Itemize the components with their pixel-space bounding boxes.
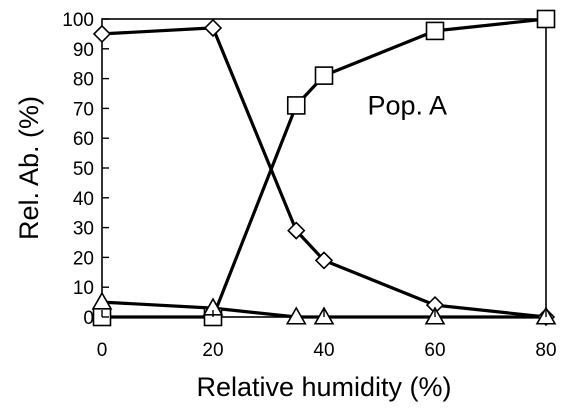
- x-axis-ticks: 0 20 40 60 80: [97, 310, 557, 361]
- square-point: [314, 66, 334, 85]
- y-tick-label: 20: [73, 248, 94, 269]
- y-tick-label: 70: [73, 99, 94, 120]
- y-axis-ticks: 0 10 20 30 40 50 60 70 80 90 100: [62, 10, 109, 329]
- triangle-series-line: [101, 300, 546, 319]
- x-tick-label: 80: [535, 340, 556, 361]
- diamond-point: [314, 251, 334, 270]
- y-tick-label: 80: [73, 70, 94, 91]
- y-tick-label: 100: [62, 10, 94, 31]
- y-tick-label: 40: [73, 189, 94, 210]
- y-tick-label: 10: [73, 278, 94, 299]
- plot-frame: [101, 18, 547, 318]
- diamond-point: [203, 18, 223, 38]
- y-tick-label: 50: [73, 159, 94, 180]
- diamond-point: [92, 24, 112, 44]
- square-point: [425, 21, 445, 41]
- y-axis-title: Rel. Ab. (%): [14, 96, 44, 240]
- series-layer: [101, 17, 547, 319]
- x-tick-label: 40: [313, 340, 334, 361]
- x-axis-title: Relative humidity (%): [196, 372, 451, 402]
- diamond-point: [287, 221, 306, 240]
- triangle-point: [285, 306, 307, 325]
- x-tick-label: 20: [202, 340, 223, 361]
- y-tick-label: 60: [73, 129, 94, 150]
- y-tick-label: 90: [73, 40, 94, 61]
- x-tick-label: 60: [424, 340, 445, 361]
- x-tick-label: 0: [97, 340, 108, 361]
- square-point: [536, 9, 556, 29]
- y-tick-label: 0: [83, 308, 94, 329]
- diamond-series-line: [101, 26, 547, 319]
- square-point: [286, 96, 306, 115]
- y-tick-label: 30: [73, 219, 94, 240]
- marker-layer: [91, 9, 557, 327]
- chart-annotation: Pop. A: [367, 90, 447, 120]
- square-series-line: [102, 17, 547, 319]
- triangle-point: [91, 291, 113, 310]
